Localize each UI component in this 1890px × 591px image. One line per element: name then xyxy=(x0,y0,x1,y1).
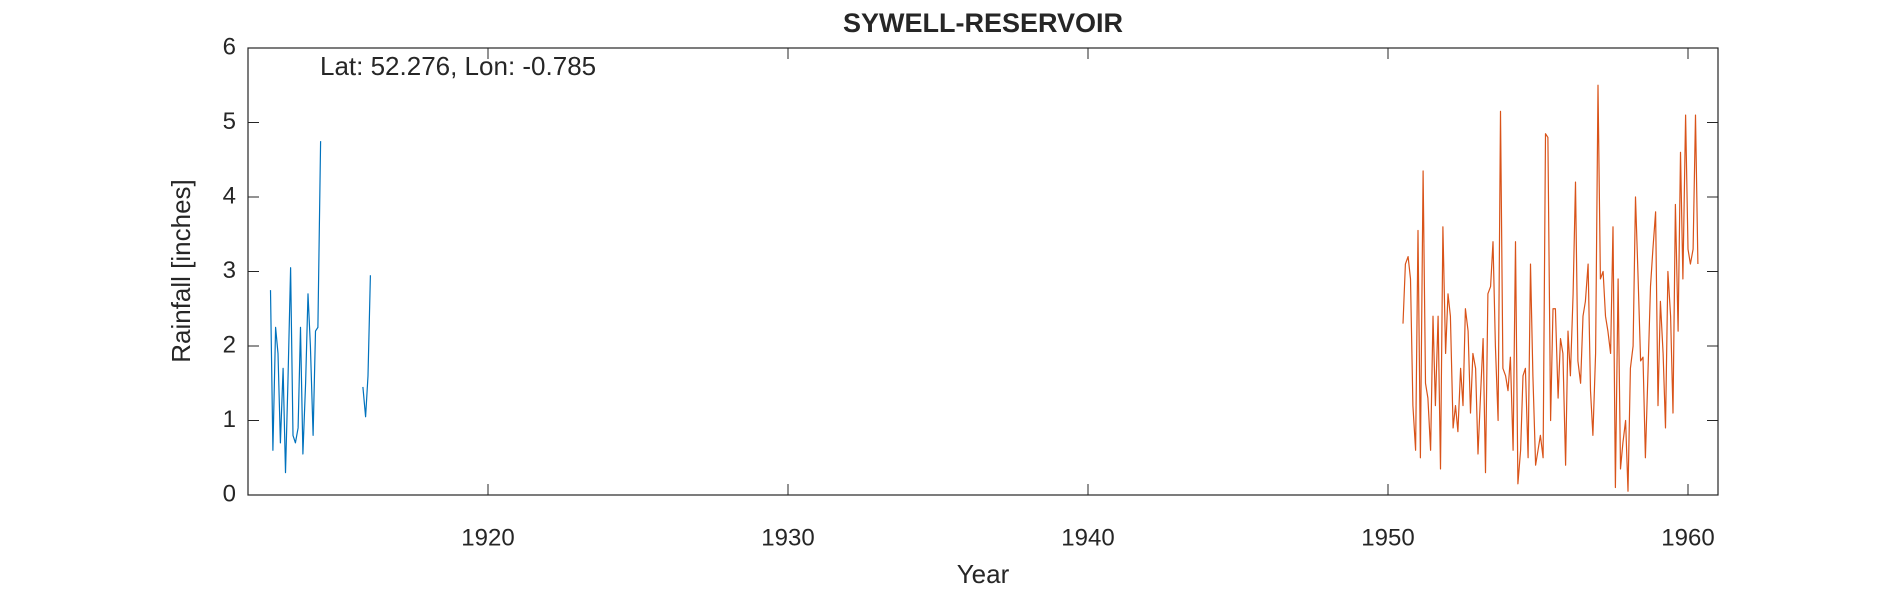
y-tick-label: 5 xyxy=(223,108,236,135)
annotation: Lat: 52.276, Lon: -0.785 xyxy=(320,51,596,81)
x-tick-label: 1940 xyxy=(1061,524,1114,551)
chart-title: SYWELL-RESERVOIR xyxy=(843,8,1123,38)
y-axis-label: Rainfall [inches] xyxy=(166,179,196,363)
data-line xyxy=(269,141,371,474)
x-tick-label: 1930 xyxy=(761,524,814,551)
x-tick-label: 1960 xyxy=(1661,524,1714,551)
y-tick-label: 1 xyxy=(223,406,236,433)
data-line xyxy=(1402,84,1699,492)
x-tick-label: 1950 xyxy=(1361,524,1414,551)
y-tick-label: 4 xyxy=(223,182,236,209)
x-axis-label: Year xyxy=(957,559,1010,589)
y-tick-label: 6 xyxy=(223,33,236,60)
y-tick-label: 3 xyxy=(223,257,236,284)
x-tick-label: 1920 xyxy=(461,524,514,551)
axes-box xyxy=(247,47,1719,496)
y-tick-label: 2 xyxy=(223,331,236,358)
y-tick-label: 0 xyxy=(223,480,236,507)
